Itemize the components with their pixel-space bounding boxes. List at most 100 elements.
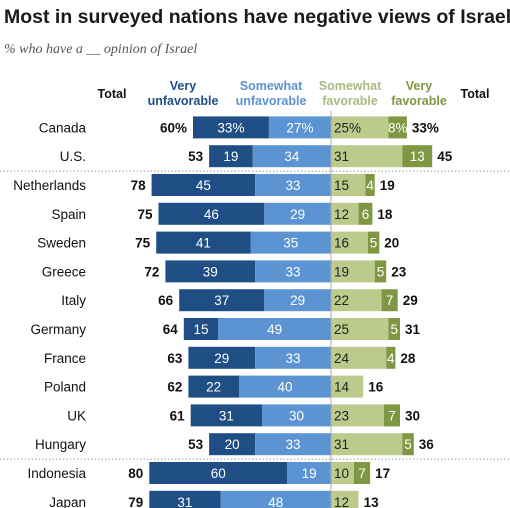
- total-unfavorable-greece: 72: [144, 264, 159, 279]
- total-favorable-greece: 23: [391, 264, 407, 279]
- value-label-somewhat-favorable-canada: 25%: [334, 120, 361, 135]
- value-label-somewhat-unfavorable-sweden: 35: [283, 236, 298, 251]
- bar-somewhat-unfavorable-netherlands: [255, 174, 331, 196]
- value-label-somewhat-unfavorable-italy: 29: [290, 293, 305, 308]
- bar-very-unfavorable-germany: [183, 318, 219, 340]
- value-label-somewhat-favorable-hungary: 31: [334, 437, 349, 452]
- total-favorable-netherlands: 19: [380, 178, 395, 193]
- total-unfavorable-italy: 66: [158, 293, 174, 308]
- value-label-very-favorable-netherlands: 4: [366, 178, 374, 193]
- value-label-somewhat-unfavorable-germany: 49: [267, 322, 282, 337]
- bar-very-unfavorable-uk: [190, 404, 262, 427]
- total-favorable-japan: 13: [364, 495, 380, 508]
- bar-somewhat-favorable-sweden: [331, 231, 368, 254]
- bar-somewhat-favorable-u-s: [331, 145, 403, 168]
- total-favorable-uk: 30: [405, 408, 420, 423]
- total-unfavorable-japan: 79: [128, 495, 143, 508]
- country-label-u-s: U.S.: [60, 149, 86, 164]
- bar-very-unfavorable-sweden: [156, 231, 251, 254]
- total-unfavorable-canada: 60%: [160, 120, 187, 135]
- bar-somewhat-unfavorable-greece: [255, 260, 331, 283]
- bar-very-unfavorable-indonesia: [149, 462, 288, 484]
- total-favorable-spain: 18: [377, 207, 393, 222]
- country-label-uk: UK: [67, 408, 86, 423]
- value-label-somewhat-unfavorable-greece: 33: [286, 264, 301, 279]
- bar-somewhat-unfavorable-sweden: [250, 231, 331, 254]
- value-label-somewhat-favorable-sweden: 16: [334, 236, 349, 251]
- value-label-somewhat-unfavorable-indonesia: 19: [302, 466, 317, 481]
- value-label-somewhat-unfavorable-france: 33: [286, 351, 301, 366]
- total-unfavorable-sweden: 75: [135, 236, 151, 251]
- bar-somewhat-unfavorable-canada: [268, 116, 331, 139]
- value-label-very-unfavorable-canada: 33%: [217, 120, 244, 135]
- country-label-netherlands: Netherlands: [13, 178, 86, 193]
- bar-somewhat-unfavorable-italy: [264, 289, 331, 312]
- total-favorable-poland: 16: [368, 380, 384, 395]
- value-label-very-unfavorable-uk: 31: [219, 408, 234, 423]
- country-label-indonesia: Indonesia: [27, 466, 86, 481]
- value-label-somewhat-favorable-poland: 14: [334, 380, 350, 395]
- value-label-very-favorable-italy: 7: [386, 293, 394, 308]
- value-label-very-favorable-greece: 5: [377, 264, 385, 279]
- bar-very-favorable-uk: [383, 404, 400, 427]
- total-favorable-hungary: 36: [419, 437, 435, 452]
- bar-very-unfavorable-greece: [165, 260, 256, 283]
- bar-somewhat-unfavorable-hungary: [255, 433, 331, 456]
- value-label-somewhat-favorable-netherlands: 15: [334, 178, 349, 193]
- value-label-somewhat-unfavorable-spain: 29: [290, 207, 305, 222]
- total-unfavorable-poland: 62: [167, 380, 182, 395]
- bar-very-favorable-greece: [374, 260, 387, 283]
- bar-somewhat-unfavorable-uk: [262, 404, 331, 427]
- bar-somewhat-favorable-germany: [331, 318, 389, 340]
- bar-very-unfavorable-france: [188, 346, 256, 369]
- total-unfavorable-uk: 61: [170, 408, 186, 423]
- value-label-very-favorable-france: 4: [387, 351, 395, 366]
- bar-somewhat-favorable-italy: [331, 289, 382, 312]
- country-label-germany: Germany: [30, 322, 86, 337]
- header-very-unfavorable-line1: Very: [169, 79, 197, 93]
- bar-very-favorable-spain: [358, 202, 373, 225]
- bar-very-favorable-hungary: [402, 433, 414, 456]
- value-label-very-favorable-germany: 5: [390, 322, 398, 337]
- value-label-somewhat-favorable-france: 24: [334, 351, 350, 366]
- bar-somewhat-favorable-france: [331, 346, 387, 369]
- value-label-very-favorable-canada: 8%: [388, 120, 408, 135]
- header-somewhat-unfavorable-line2: unfavorable: [235, 94, 307, 108]
- bar-somewhat-unfavorable-u-s: [252, 145, 331, 168]
- value-label-very-unfavorable-u-s: 19: [223, 149, 238, 164]
- value-label-very-unfavorable-spain: 46: [204, 207, 219, 222]
- value-label-very-unfavorable-poland: 22: [206, 380, 221, 395]
- chart-subtitle: % who have a __ opinion of Israel: [4, 42, 198, 57]
- bar-somewhat-unfavorable-spain: [264, 202, 331, 225]
- bar-very-favorable-germany: [388, 318, 400, 340]
- value-label-very-favorable-indonesia: 7: [358, 466, 366, 481]
- bar-very-unfavorable-poland: [188, 375, 239, 398]
- country-label-spain: Spain: [51, 207, 86, 222]
- country-label-hungary: Hungary: [35, 437, 86, 452]
- total-unfavorable-germany: 64: [163, 322, 179, 337]
- value-label-somewhat-favorable-u-s: 31: [334, 149, 349, 164]
- bar-very-unfavorable-u-s: [209, 145, 253, 168]
- bar-somewhat-favorable-indonesia: [331, 462, 354, 484]
- bar-very-unfavorable-hungary: [209, 433, 256, 456]
- bar-somewhat-favorable-hungary: [331, 433, 403, 456]
- bar-somewhat-unfavorable-japan: [220, 490, 331, 508]
- total-favorable-indonesia: 17: [375, 466, 390, 481]
- bar-somewhat-favorable-canada: [331, 116, 389, 139]
- value-label-somewhat-unfavorable-u-s: 34: [284, 149, 300, 164]
- bar-very-unfavorable-canada: [193, 116, 269, 139]
- bar-very-unfavorable-spain: [158, 202, 265, 225]
- bar-very-unfavorable-italy: [179, 289, 265, 312]
- value-label-somewhat-favorable-japan: 12: [334, 495, 349, 508]
- bar-somewhat-unfavorable-germany: [218, 318, 331, 340]
- total-favorable-canada: 33%: [412, 120, 439, 135]
- bar-somewhat-favorable-netherlands: [331, 174, 366, 196]
- total-favorable-sweden: 20: [384, 236, 399, 251]
- value-label-very-unfavorable-sweden: 41: [196, 236, 211, 251]
- value-label-very-unfavorable-france: 29: [214, 351, 229, 366]
- country-label-greece: Greece: [42, 264, 86, 279]
- value-label-very-favorable-uk: 7: [388, 408, 396, 423]
- header-somewhat-favorable: Somewhat favorable: [310, 79, 390, 109]
- total-unfavorable-indonesia: 80: [128, 466, 143, 481]
- value-label-very-unfavorable-indonesia: 60: [211, 466, 226, 481]
